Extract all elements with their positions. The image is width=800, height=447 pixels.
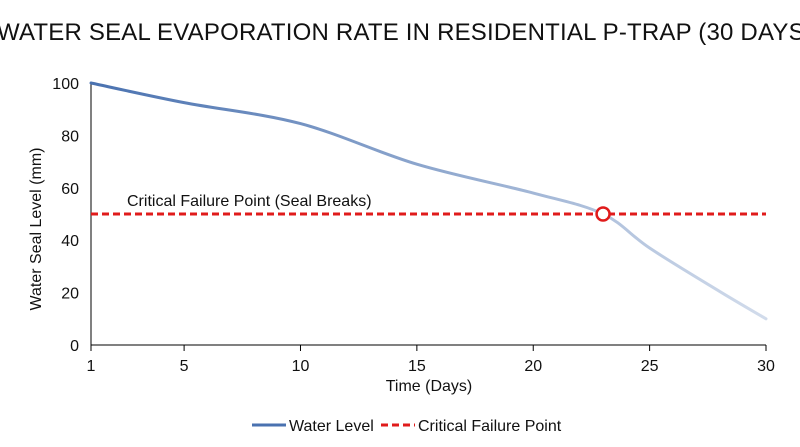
- y-tick-label: 80: [61, 128, 79, 145]
- legend: Water Level Critical Failure Point: [252, 418, 562, 435]
- x-tick-label: 20: [524, 358, 542, 375]
- y-tick-label: 40: [61, 233, 79, 250]
- y-axis-label: Water Seal Level (mm): [28, 148, 45, 311]
- x-tick-label: 1: [87, 358, 96, 375]
- y-tick-label: 100: [52, 76, 79, 93]
- series-line-water-level: [89, 81, 768, 321]
- x-tick-label: 10: [292, 358, 310, 375]
- failure-point-marker: [595, 206, 611, 222]
- legend-label-water-level: Water Level: [289, 418, 374, 435]
- x-tick-label: 25: [641, 358, 659, 375]
- series-layer: [89, 81, 768, 321]
- x-tick-label: 15: [408, 358, 426, 375]
- x-tick-label: 30: [757, 358, 775, 375]
- y-tick-label: 20: [61, 286, 79, 303]
- y-tick-label: 0: [70, 338, 79, 355]
- y-axis: 100 80 60 40 20 0: [52, 76, 92, 355]
- legend-label-critical-failure: Critical Failure Point: [418, 418, 562, 435]
- chart-title: WATER SEAL EVAPORATION RATE IN RESIDENTI…: [0, 19, 800, 46]
- critical-failure-annotation: Critical Failure Point (Seal Breaks): [127, 193, 372, 210]
- y-tick-label: 60: [61, 181, 79, 198]
- x-axis-label: Time (Days): [386, 378, 473, 395]
- x-tick-label: 5: [180, 358, 189, 375]
- x-axis: 1 5 10 15 20 25 30: [87, 344, 775, 375]
